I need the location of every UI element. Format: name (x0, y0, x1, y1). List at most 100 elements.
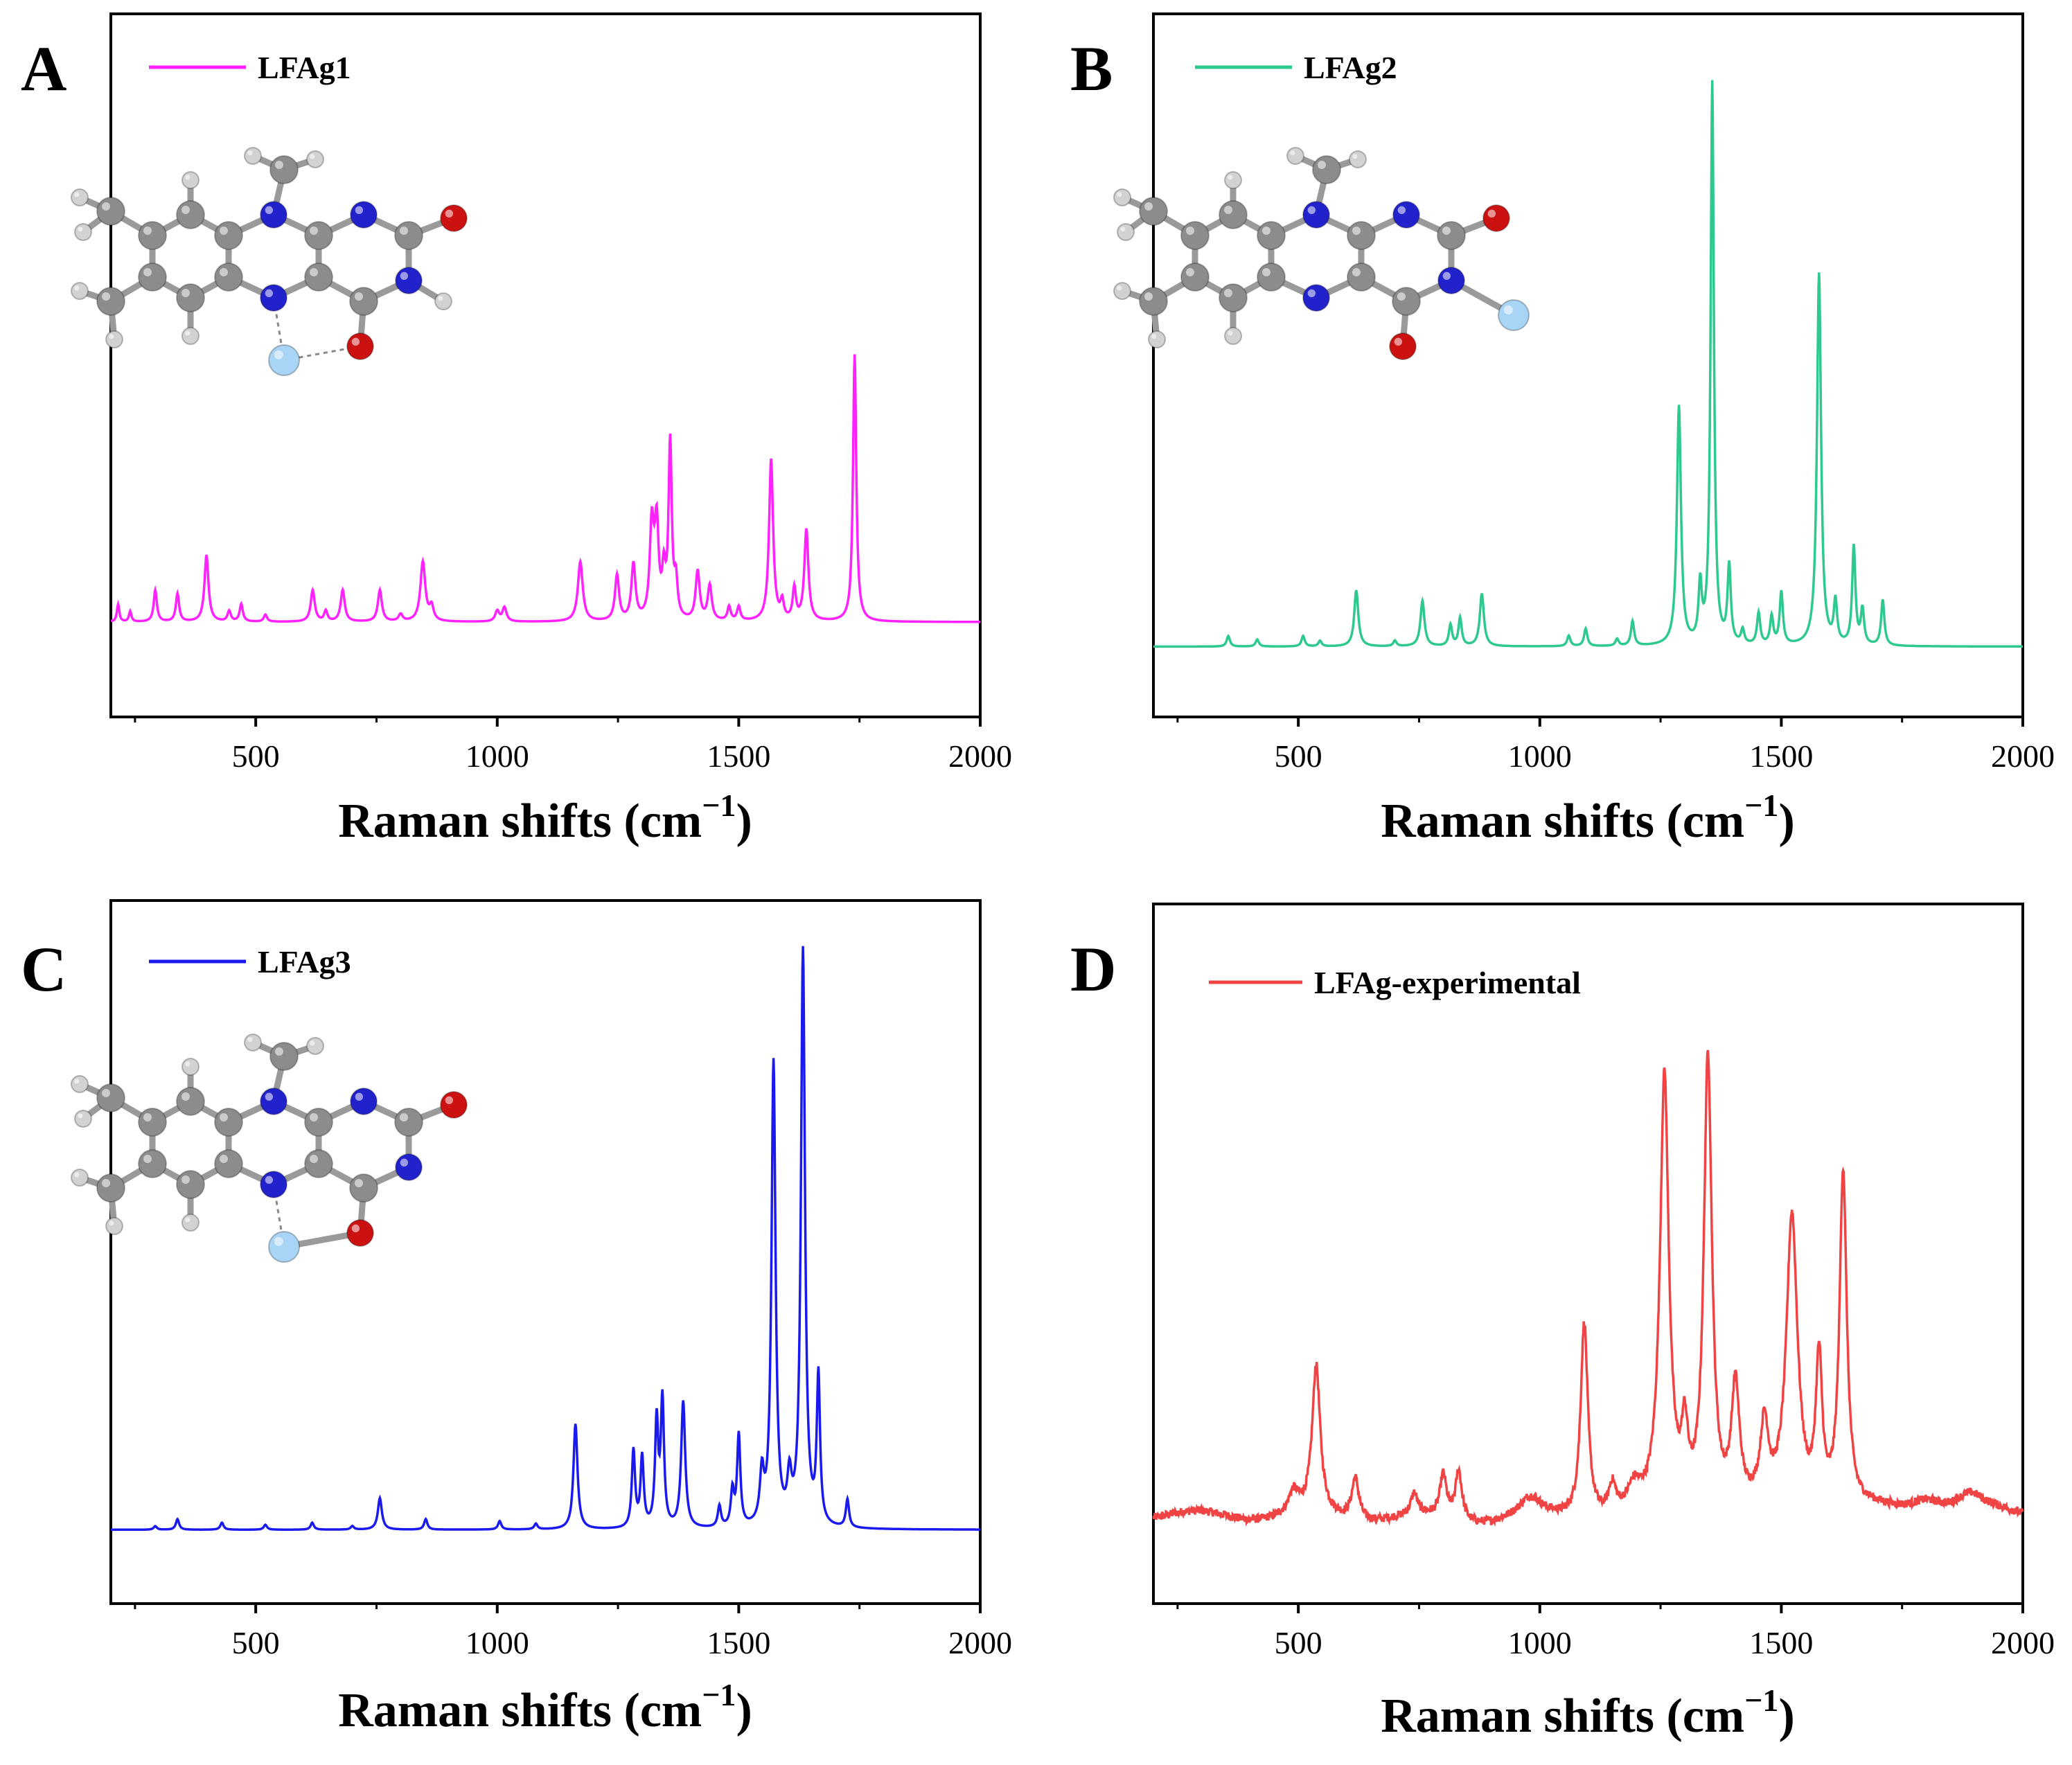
atom-highlight (185, 330, 191, 336)
molecule-atom (1437, 267, 1465, 294)
atom-highlight (1397, 292, 1406, 301)
atom-highlight (102, 202, 110, 211)
axis-title-end: ) (1778, 795, 1794, 848)
atom-highlight (355, 1179, 363, 1187)
atom-highlight (74, 1172, 80, 1178)
axis-title-main: Raman shifts (cm (1381, 1689, 1744, 1743)
atom-highlight (1307, 206, 1316, 215)
axis-title-end: ) (736, 795, 752, 848)
x-axis-ticks: 500 1000 1500 2000 (1176, 717, 2055, 774)
molecule-atom (1482, 204, 1510, 232)
x-tick-label: 2000 (1991, 738, 2055, 774)
molecule-atom (1117, 223, 1135, 241)
molecule-atom (349, 1173, 378, 1203)
plot-frame (109, 12, 982, 718)
x-tick-label: 500 (1275, 1625, 1322, 1660)
molecule-atom (96, 197, 125, 226)
molecule-atom (1257, 221, 1286, 250)
molecule-atom (96, 287, 125, 316)
panel-a: A 500 1000 1500 2000 LFAg1 Raman shifts (cm… (21, 12, 1012, 848)
atom-highlight (143, 1155, 152, 1163)
atom-highlight (1442, 227, 1451, 235)
atom-highlight (1394, 337, 1403, 346)
molecule-atom (349, 287, 378, 316)
molecule-atom (96, 1173, 125, 1203)
molecule-atom (244, 1034, 262, 1052)
molecule-atom (260, 201, 287, 229)
legend-label-lfag2: LFAg2 (1304, 50, 1397, 85)
atom-highlight (220, 1113, 228, 1121)
molecule-structure-lfag3 (71, 1034, 468, 1263)
axis-title-main: Raman shifts (cm (338, 795, 702, 848)
x-tick-label: 1500 (707, 1625, 770, 1660)
atom-highlight (310, 1155, 318, 1163)
x-tick-label: 1000 (466, 738, 529, 774)
atom-highlight (1352, 154, 1358, 159)
axis-title-main: Raman shifts (cm (338, 1684, 702, 1737)
atom-highlight (1262, 227, 1270, 235)
atom-highlight (78, 227, 83, 232)
molecule-atom (260, 1171, 287, 1198)
molecule-atom (214, 221, 243, 250)
atom-highlight (247, 1037, 253, 1043)
atom-highlight (185, 1217, 191, 1223)
molecule-atom (176, 200, 205, 229)
atom-highlight (74, 192, 80, 197)
atom-highlight (220, 1155, 228, 1163)
atom-highlight (143, 1113, 152, 1121)
molecule-atom (181, 327, 200, 345)
atom-highlight (265, 1092, 274, 1101)
atom-highlight (1487, 209, 1496, 218)
atom-highlight (1151, 334, 1157, 339)
atom-highlight (1290, 150, 1295, 156)
x-axis-ticks: 500 1000 1500 2000 (1176, 1604, 2055, 1660)
molecule-structure-lfag1 (71, 147, 468, 376)
molecule-atom (304, 1149, 333, 1178)
molecule-atom (176, 283, 205, 312)
molecule-atom (1139, 287, 1168, 316)
atom-highlight (351, 337, 360, 346)
molecule-atom (1224, 171, 1242, 189)
series-line-lfag1 (110, 354, 980, 623)
atom-highlight (1224, 289, 1232, 297)
molecule-atom (306, 1037, 324, 1055)
molecule-atom (269, 155, 299, 184)
atom-highlight (400, 227, 408, 235)
plot-frame (109, 899, 982, 1605)
atom-highlight (310, 154, 315, 159)
molecule-atom (138, 1149, 167, 1178)
atom-highlight (247, 150, 253, 156)
molecule-atoms (71, 147, 468, 376)
molecule-atom (1437, 221, 1466, 250)
x-tick-label: 2000 (948, 1625, 1012, 1660)
atom-highlight (1224, 206, 1232, 214)
atom-highlight (265, 1176, 274, 1185)
molecule-atom (96, 1083, 125, 1112)
molecule-atom (1113, 282, 1131, 300)
molecule-atom (1257, 263, 1286, 292)
atom-highlight (355, 292, 363, 301)
atom-highlight (351, 1224, 360, 1233)
x-tick-label: 2000 (948, 738, 1012, 774)
molecule-atom (71, 282, 89, 300)
molecule-atom (395, 1153, 423, 1181)
atom-highlight (310, 1040, 315, 1046)
molecule-atom (1392, 287, 1421, 316)
atom-highlight (1352, 227, 1361, 235)
atom-highlight (74, 285, 80, 291)
axis-title-superscript: −1 (1744, 1683, 1778, 1718)
atom-highlight (1228, 175, 1233, 180)
molecule-atom (350, 1088, 378, 1115)
molecule-atom (1302, 284, 1330, 312)
molecule-atom (269, 1042, 299, 1071)
plot-frame (1152, 12, 2024, 718)
atom-highlight (265, 289, 274, 298)
atom-highlight (310, 268, 318, 276)
atom-highlight (109, 1221, 114, 1226)
axis-title-main: Raman shifts (cm (1381, 795, 1744, 848)
legend-label-lfag3: LFAg3 (258, 944, 351, 979)
molecule-atom (138, 1108, 167, 1137)
molecule-atom (1286, 147, 1304, 165)
panel-letter-b: B (1070, 33, 1113, 104)
plot-frame (1152, 903, 2024, 1605)
